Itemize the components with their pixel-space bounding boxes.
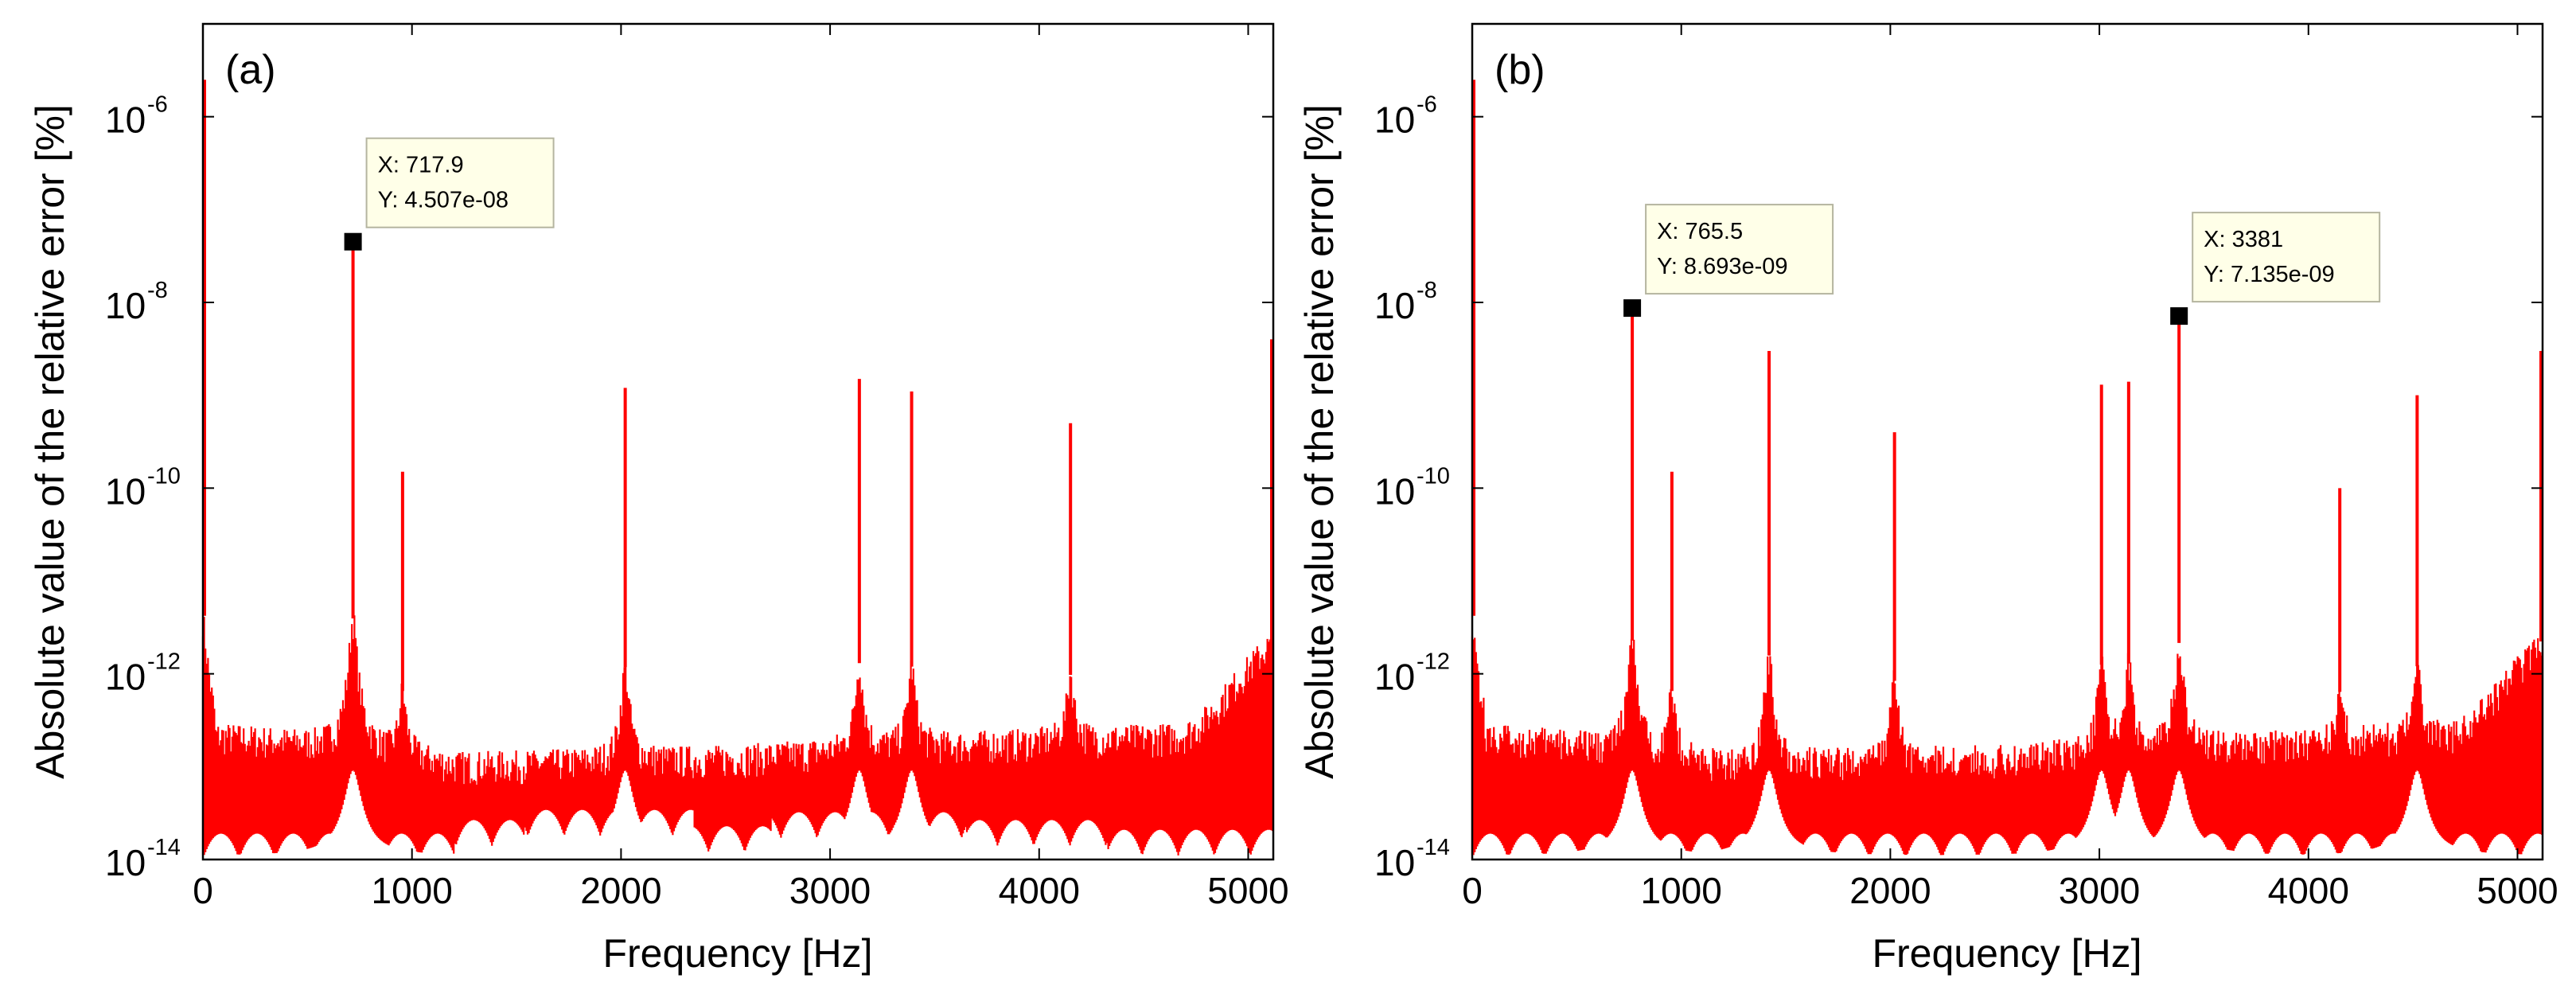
datatip-box-b-1: [2192, 212, 2381, 303]
y-tick-exp-a-1: -12: [147, 649, 181, 675]
x-tick-label-a-3: 3000: [789, 870, 871, 911]
datatip-x-b-0: X: 765.5: [1657, 219, 1743, 244]
datatip-marker-b-1[interactable]: [2170, 307, 2188, 325]
y-tick-exp-b-2: -10: [1417, 463, 1450, 489]
x-tick-label-b-4: 4000: [2268, 870, 2349, 911]
axes-frame-a: [201, 22, 1275, 861]
datatips-b: X: 765.5 Y: 8.693e-09 X: 3381 Y: 7.135e-09: [1623, 204, 2381, 325]
series-b: [1471, 80, 2543, 856]
y-tick-exp-b-4: -6: [1417, 92, 1437, 118]
y-tick-base-a-0: 10: [105, 842, 146, 883]
y-tick-base-b-1: 10: [1374, 657, 1415, 698]
y-tick-exp-a-2: -10: [147, 463, 181, 489]
x-tick-labels-b: 0 1000 2000 3000 4000 5000: [1462, 870, 2558, 911]
panel-label-a: (a): [225, 47, 276, 93]
y-tick-base-a-2: 10: [105, 470, 146, 512]
series-a: [201, 80, 1274, 856]
y-tick-base-b-2: 10: [1374, 470, 1415, 512]
x-tick-label-a-1: 1000: [372, 870, 453, 911]
tick-marks-a: [202, 24, 1273, 860]
axes-frame-b: [1471, 22, 2544, 861]
panel-label-b: (b): [1495, 47, 1545, 93]
y-axis-title-b: Absolute value of the relative error [%]: [1297, 104, 1342, 779]
datatip-box-b-0: [1645, 204, 1834, 295]
datatip-y-b-1: Y: 7.135e-09: [2204, 262, 2334, 287]
x-axis-title-b: Frequency [Hz]: [1872, 931, 2141, 976]
x-tick-label-a-5: 5000: [1207, 870, 1288, 911]
datatip-y-a-0: Y: 4.507e-08: [378, 188, 509, 213]
y-tick-base-b-4: 10: [1374, 99, 1415, 141]
y-tick-base-b-3: 10: [1374, 285, 1415, 326]
y-tick-base-a-4: 10: [105, 99, 146, 141]
datatip-marker-b-0[interactable]: [1623, 299, 1642, 318]
datatip-box-a-0: [365, 137, 555, 228]
x-tick-label-b-5: 5000: [2477, 870, 2558, 911]
y-tick-label-b-0: 10 -14: [1374, 835, 1450, 883]
y-axis-title-a: Absolute value of the relative error [%]: [28, 104, 72, 779]
datatip-marker-a-0[interactable]: [344, 232, 362, 251]
y-tick-exp-b-0: -14: [1417, 835, 1450, 860]
y-tick-label-b-4: 10 -6: [1374, 92, 1437, 141]
y-tick-label-a-1: 10 -12: [105, 649, 181, 698]
x-tick-labels-a: 0 1000 2000 3000 4000 5000: [193, 870, 1288, 911]
y-tick-label-b-3: 10 -8: [1374, 278, 1437, 326]
datatip-b-1[interactable]: X: 3381 Y: 7.135e-09: [2170, 212, 2381, 325]
x-tick-label-a-0: 0: [193, 870, 213, 911]
datatip-b-0[interactable]: X: 765.5 Y: 8.693e-09: [1623, 204, 1834, 318]
datatips-a: X: 717.9 Y: 4.507e-08: [344, 137, 555, 251]
datatip-x-b-1: X: 3381: [2204, 227, 2283, 252]
tick-marks-b: [1471, 24, 2543, 860]
y-tick-base-a-3: 10: [105, 285, 146, 326]
y-tick-base-b-0: 10: [1374, 842, 1415, 883]
x-tick-label-b-1: 1000: [1641, 870, 1722, 911]
y-tick-exp-a-4: -6: [147, 92, 168, 118]
y-tick-label-a-2: 10 -10: [105, 463, 181, 512]
y-tick-exp-b-3: -8: [1417, 278, 1437, 303]
y-tick-label-a-0: 10 -14: [105, 835, 181, 883]
x-tick-label-a-2: 2000: [580, 870, 661, 911]
y-tick-exp-a-0: -14: [147, 835, 181, 860]
y-tick-exp-b-1: -12: [1417, 649, 1450, 675]
datatip-y-b-0: Y: 8.693e-09: [1657, 254, 1787, 279]
datatip-a-0[interactable]: X: 717.9 Y: 4.507e-08: [344, 137, 555, 251]
y-tick-exp-a-3: -8: [147, 278, 168, 303]
x-tick-label-b-0: 0: [1462, 870, 1483, 911]
y-tick-label-b-1: 10 -12: [1374, 649, 1450, 698]
y-tick-label-a-3: 10 -8: [105, 278, 168, 326]
y-tick-label-b-2: 10 -10: [1374, 463, 1450, 512]
y-tick-base-a-1: 10: [105, 657, 146, 698]
x-tick-label-b-2: 2000: [1849, 870, 1931, 911]
x-tick-label-a-4: 4000: [999, 870, 1080, 911]
y-tick-label-a-4: 10 -6: [105, 92, 168, 141]
x-tick-label-b-3: 3000: [2059, 870, 2140, 911]
datatip-x-a-0: X: 717.9: [378, 153, 464, 178]
x-axis-title-a: Frequency [Hz]: [602, 931, 872, 976]
plot-area-b: [1472, 24, 2543, 860]
